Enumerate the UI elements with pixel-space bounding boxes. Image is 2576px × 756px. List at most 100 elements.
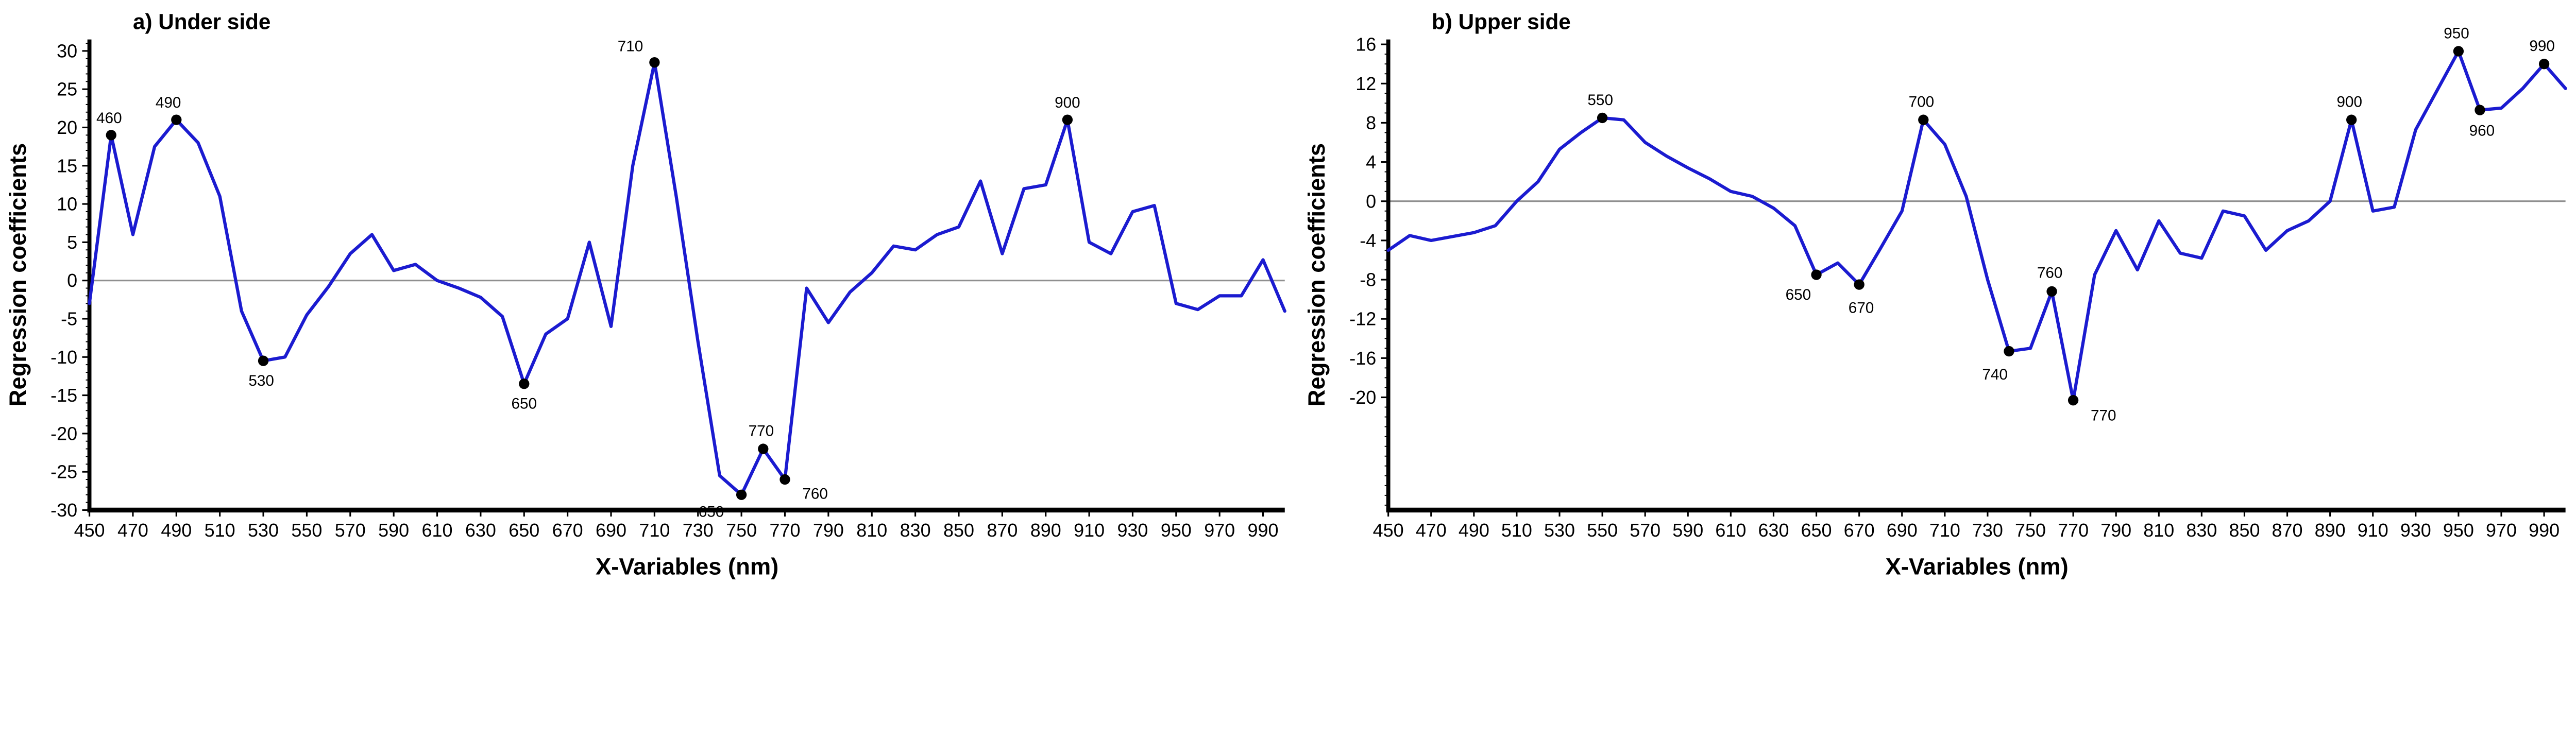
data-point-label: 700 <box>1909 94 1935 111</box>
data-point-label: 670 <box>1849 299 1874 316</box>
x-axis-title: X-Variables (nm) <box>1886 554 2069 580</box>
x-tick-label: 910 <box>1074 520 1105 541</box>
x-tick-label: 750 <box>726 520 757 541</box>
x-tick-label: 730 <box>683 520 714 541</box>
x-tick-label: 850 <box>2229 520 2260 541</box>
y-tick-label: -12 <box>1349 308 1376 330</box>
data-point-label: 650 <box>699 504 724 521</box>
data-point-marker <box>1918 114 1929 125</box>
y-tick-label: 12 <box>1355 73 1376 94</box>
chart-title: a) Under side <box>133 9 270 33</box>
y-tick-label: -25 <box>50 461 77 483</box>
x-tick-label: 950 <box>2443 520 2474 541</box>
x-tick-label: 990 <box>1248 520 1279 541</box>
y-tick-label: 5 <box>67 232 77 253</box>
x-tick-label: 530 <box>248 520 279 541</box>
y-tick-label: -20 <box>1349 387 1376 408</box>
y-tick-label: 16 <box>1355 34 1376 55</box>
data-point-label: 950 <box>2444 25 2469 42</box>
data-point-label: 530 <box>248 372 274 389</box>
x-tick-label: 810 <box>856 520 887 541</box>
data-point-marker <box>736 489 747 500</box>
x-tick-label: 710 <box>1929 520 1960 541</box>
x-tick-label: 590 <box>378 520 409 541</box>
x-tick-label: 690 <box>596 520 626 541</box>
y-axis-title: Regression coefficients <box>5 143 31 406</box>
x-tick-label: 570 <box>1630 520 1660 541</box>
x-tick-label: 950 <box>1161 520 1192 541</box>
y-tick-label: 0 <box>67 270 77 291</box>
data-point-label: 460 <box>96 110 122 127</box>
x-tick-label: 470 <box>1416 520 1447 541</box>
y-tick-label: 4 <box>1366 151 1376 173</box>
y-tick-label: -10 <box>50 347 77 368</box>
data-point-label: 990 <box>2529 38 2555 55</box>
x-tick-label: 450 <box>74 520 105 541</box>
x-tick-label: 630 <box>465 520 496 541</box>
y-tick-label: 30 <box>57 40 77 61</box>
data-point-label: 770 <box>749 423 774 440</box>
data-point-label: 650 <box>511 396 537 413</box>
data-point-label: 900 <box>2337 94 2363 111</box>
x-tick-label: 830 <box>2186 520 2217 541</box>
x-tick-label: 870 <box>2272 520 2303 541</box>
x-tick-label: 630 <box>1758 520 1789 541</box>
data-point-marker <box>1854 279 1865 290</box>
data-point-marker <box>758 443 769 454</box>
data-point-marker <box>2004 346 2014 357</box>
y-tick-label: 8 <box>1366 112 1376 133</box>
data-point-label: 650 <box>1786 286 1811 303</box>
x-tick-label: 530 <box>1544 520 1575 541</box>
data-point-marker <box>2067 395 2079 406</box>
data-point-label: 960 <box>2469 123 2495 140</box>
x-tick-label: 930 <box>1117 520 1148 541</box>
chart-b: 16 12 8 4 0 -4 -8 -12 -16 -20 450 470 490 510 530 550 57… <box>1303 9 2567 580</box>
x-tick-label: 570 <box>335 520 366 541</box>
x-tick-label: 970 <box>1204 520 1235 541</box>
x-tick-label: 730 <box>1972 520 2003 541</box>
x-tick-label: 930 <box>2400 520 2431 541</box>
x-tick-label: 590 <box>1672 520 1703 541</box>
data-point-marker <box>2538 59 2550 70</box>
data-point-marker <box>1811 269 1822 280</box>
x-tick-label: 970 <box>2486 520 2517 541</box>
y-tick-label: -30 <box>50 500 77 521</box>
x-tick-label: 890 <box>2315 520 2346 541</box>
y-tick-label: 10 <box>57 194 77 215</box>
data-point-marker <box>2453 46 2464 57</box>
x-tick-label: 890 <box>1030 520 1061 541</box>
series-line <box>88 61 1286 496</box>
x-tick-label: 710 <box>639 520 670 541</box>
x-tick-label: 490 <box>161 520 192 541</box>
x-tick-label: 670 <box>1844 520 1875 541</box>
x-tick-label: 870 <box>987 520 1018 541</box>
x-tick-label: 670 <box>552 520 583 541</box>
data-point-marker <box>1062 114 1073 125</box>
x-tick-label: 650 <box>1801 520 1832 541</box>
y-tick-label: 0 <box>1366 191 1376 212</box>
data-point-marker <box>779 474 790 485</box>
x-tick-label: 550 <box>1587 520 1618 541</box>
x-tick-label: 470 <box>117 520 148 541</box>
x-tick-label: 770 <box>770 520 801 541</box>
data-point-marker <box>171 114 182 125</box>
data-point-marker <box>258 355 269 366</box>
x-tick-label: 770 <box>2058 520 2089 541</box>
data-point-marker <box>2046 286 2057 297</box>
data-point-marker <box>649 57 660 68</box>
x-tick-label: 830 <box>900 520 931 541</box>
x-tick-label: 510 <box>1501 520 1532 541</box>
x-tick-label: 690 <box>1887 520 1918 541</box>
x-tick-label: 550 <box>291 520 322 541</box>
x-tick-label: 490 <box>1459 520 1489 541</box>
data-point-label: 760 <box>2037 264 2063 281</box>
x-tick-label: 810 <box>2143 520 2174 541</box>
x-tick-label: 510 <box>205 520 235 541</box>
data-point-marker <box>519 379 530 389</box>
data-point-label: 760 <box>802 486 828 503</box>
data-point-label: 740 <box>1982 366 2008 383</box>
y-tick-label: 25 <box>57 79 77 100</box>
x-tick-label: 650 <box>509 520 539 541</box>
